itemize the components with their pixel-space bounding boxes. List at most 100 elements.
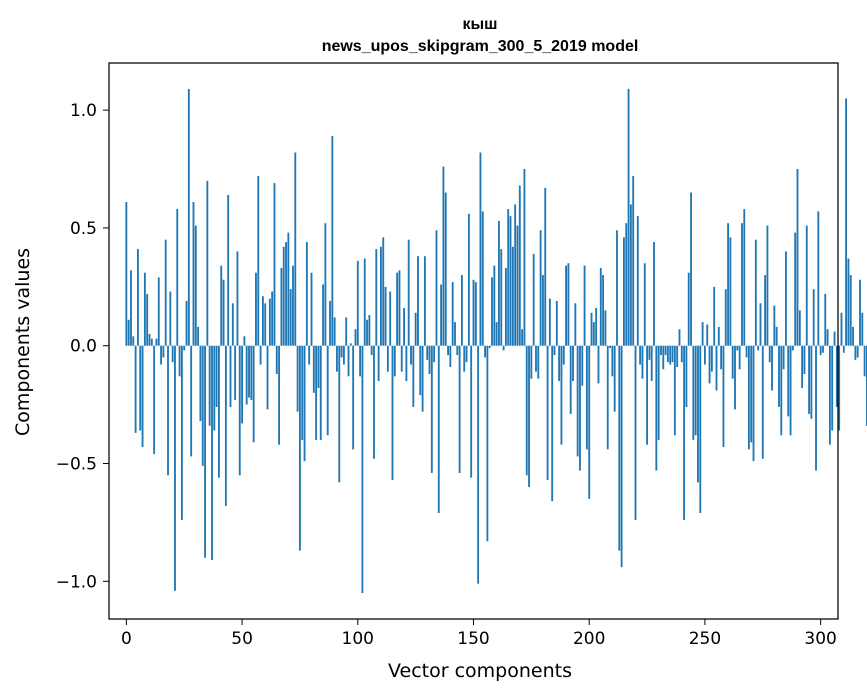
bar xyxy=(236,251,239,346)
bar xyxy=(319,345,322,440)
x-axis-ticks: 0 50 100 150 200 250 300 xyxy=(121,619,837,649)
bar xyxy=(572,345,574,382)
bar xyxy=(347,345,350,377)
bar xyxy=(206,180,209,346)
bar xyxy=(685,345,688,407)
bar xyxy=(560,345,563,445)
bar xyxy=(567,263,570,346)
bar xyxy=(741,223,743,346)
x-tick-label: 200 xyxy=(573,629,605,649)
bar xyxy=(863,345,866,377)
bar xyxy=(474,282,477,346)
bar xyxy=(127,319,130,346)
bar xyxy=(352,345,355,450)
bar xyxy=(273,183,276,346)
bar xyxy=(227,194,230,346)
bar xyxy=(317,345,320,389)
bar xyxy=(590,312,593,346)
bar xyxy=(720,345,723,370)
bar xyxy=(553,345,556,356)
bar xyxy=(523,169,526,346)
bar xyxy=(398,270,401,346)
bar xyxy=(592,322,595,346)
y-axis-ticks: 1.0 0.5 0.0 −0.5 −1.0 xyxy=(56,101,109,592)
bar xyxy=(463,345,466,372)
bar xyxy=(518,185,521,346)
bar xyxy=(803,345,806,374)
bar xyxy=(819,345,822,356)
bar xyxy=(410,345,412,365)
bar xyxy=(548,298,551,346)
bar xyxy=(678,329,681,346)
bar xyxy=(342,345,345,365)
bar xyxy=(231,303,234,346)
bar xyxy=(555,300,558,346)
bar xyxy=(222,279,225,346)
bar xyxy=(310,272,313,346)
bar xyxy=(579,345,581,471)
bar xyxy=(162,345,165,358)
bar xyxy=(657,345,660,440)
bar xyxy=(449,345,452,367)
bar xyxy=(164,239,167,346)
bar xyxy=(717,326,720,346)
x-axis-label: Vector components xyxy=(388,660,572,682)
bar xyxy=(835,345,838,407)
bar xyxy=(648,345,651,360)
bar xyxy=(650,345,653,382)
bar xyxy=(215,345,218,407)
bar xyxy=(380,246,382,346)
bar xyxy=(669,345,672,365)
bar xyxy=(359,345,362,377)
x-tick-label: 100 xyxy=(342,629,374,649)
bar xyxy=(824,293,827,346)
bar xyxy=(336,345,338,372)
x-tick-label: 250 xyxy=(689,629,721,649)
bar xyxy=(167,345,169,476)
bar xyxy=(754,239,757,346)
bar xyxy=(602,275,605,346)
bar xyxy=(493,265,496,346)
bar xyxy=(470,345,473,478)
bar xyxy=(562,345,565,365)
bar xyxy=(722,345,725,448)
bar xyxy=(187,88,190,346)
bar xyxy=(315,345,318,440)
bar xyxy=(743,209,746,346)
bar xyxy=(502,345,505,351)
bar xyxy=(516,225,519,346)
bar xyxy=(250,345,253,400)
bar xyxy=(653,242,655,346)
bar xyxy=(150,338,153,346)
bar xyxy=(504,267,507,346)
bar xyxy=(521,329,524,346)
bar xyxy=(366,319,368,346)
bar xyxy=(794,232,797,346)
bar xyxy=(488,345,491,349)
bar xyxy=(565,265,567,346)
bar xyxy=(595,308,598,346)
bar xyxy=(176,209,179,346)
bar xyxy=(224,345,227,506)
bar xyxy=(558,345,561,382)
bar xyxy=(694,345,697,436)
bar xyxy=(535,345,537,372)
bar xyxy=(423,256,426,346)
bar xyxy=(356,260,359,346)
bar xyxy=(833,331,836,346)
bar xyxy=(706,324,709,346)
bar xyxy=(192,202,195,346)
bar xyxy=(125,202,128,346)
bar xyxy=(757,345,760,351)
bar xyxy=(171,345,174,363)
bar xyxy=(294,152,297,346)
bar xyxy=(514,204,517,346)
bar xyxy=(495,322,498,346)
bar xyxy=(597,345,600,384)
bar xyxy=(433,345,436,363)
bar xyxy=(697,345,699,483)
bar xyxy=(299,345,301,551)
bar xyxy=(636,216,639,346)
bar xyxy=(261,296,264,346)
